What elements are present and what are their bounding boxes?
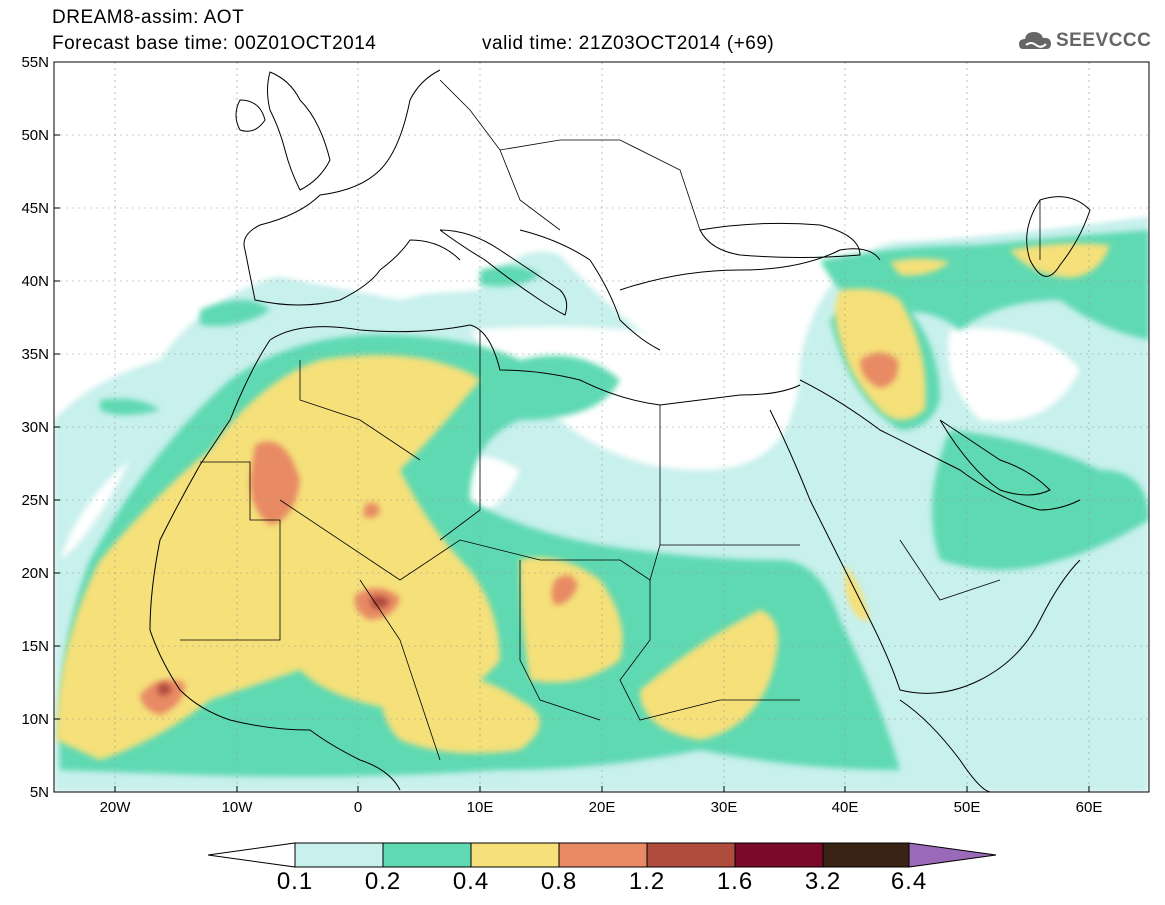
lat-label: 45N [21,200,49,217]
lon-label: 10W [222,799,254,816]
colorbar-extend-high [908,842,997,868]
lat-axis [54,61,60,793]
lat-label: 50N [21,127,49,144]
lon-labels: 20W 10W 0 10E 20E 30E 40E 50E 60E [100,799,1103,816]
lon-label: 20W [100,799,132,816]
lat-label: 35N [21,346,49,363]
lat-label: 10N [21,711,49,728]
colorbar-label: 6.4 [890,868,928,895]
colorbar-swatch [382,842,472,868]
lat-label: 55N [21,54,49,71]
aot-band-1-2 [158,595,390,696]
lat-label: 20N [21,565,49,582]
lon-label: 0 [354,799,362,816]
lat-label: 30N [21,419,49,436]
colorbar-swatch [294,842,384,868]
lon-label: 40E [832,799,859,816]
lon-axis [114,786,1090,792]
aot-band-0-4 [56,243,1110,760]
lat-label: 40N [21,273,49,290]
colorbar-swatch [822,842,910,868]
colorbar-swatch [646,842,736,868]
colorbar-label: 1.2 [628,868,666,895]
lon-label: 30E [711,799,738,816]
logo-text: SEEVCCC [1056,30,1152,51]
colorbar-label: 0.8 [540,868,578,895]
graticule [54,62,1149,792]
lat-labels: 55N 50N 45N 40N 35N 30N 25N 20N 15N 10N … [21,54,49,801]
forecast-base-time: Forecast base time: 00Z01OCT2014 [52,33,377,54]
colorbar [207,842,997,868]
lat-label: 5N [30,784,49,801]
colorbar-label: 0.1 [276,868,314,895]
colorbar-swatch [470,842,560,868]
colorbar-swatch [558,842,648,868]
country-borders [180,79,1041,761]
colorbar-label: 3.2 [804,868,842,895]
colorbar-label: 0.2 [364,868,402,895]
lon-label: 10E [467,799,494,816]
lon-label: 50E [954,799,981,816]
colorbar-label: 0.4 [452,868,490,895]
cloud-icon [1019,32,1051,49]
colorbar-swatch [734,842,824,868]
lat-label: 25N [21,492,49,509]
valid-time: valid time: 21Z03OCT2014 (+69) [482,33,775,54]
lon-label: 20E [589,799,616,816]
coastlines [149,69,1091,792]
colorbar-label: 1.6 [716,868,754,895]
lon-label: 60E [1076,799,1103,816]
map-title: DREAM8-assim: AOT [52,7,245,28]
lat-label: 15N [21,638,49,655]
colorbar-extend-low [207,842,296,868]
